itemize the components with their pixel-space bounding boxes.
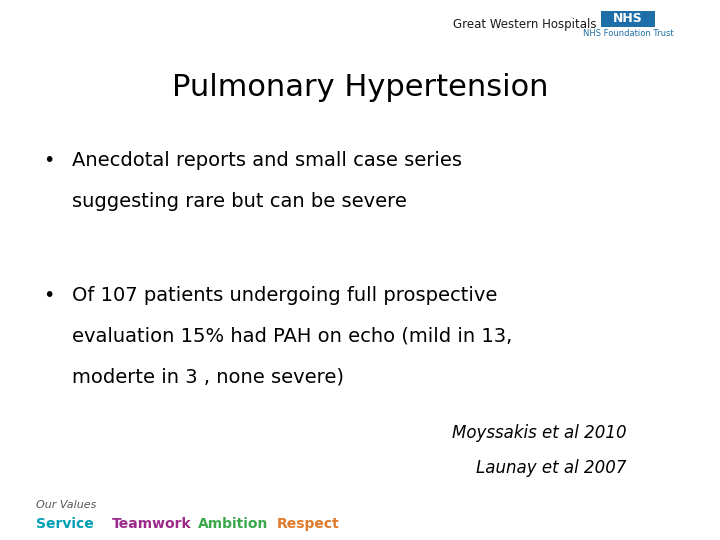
- Text: Service: Service: [36, 517, 94, 531]
- Text: Pulmonary Hypertension: Pulmonary Hypertension: [172, 73, 548, 102]
- Text: evaluation 15% had PAH on echo (mild in 13,: evaluation 15% had PAH on echo (mild in …: [72, 327, 512, 346]
- Text: Ambition: Ambition: [198, 517, 269, 531]
- Text: •: •: [43, 286, 55, 305]
- Text: NHS Foundation Trust: NHS Foundation Trust: [582, 29, 673, 38]
- Text: Our Values: Our Values: [36, 500, 96, 510]
- Text: Anecdotal reports and small case series: Anecdotal reports and small case series: [72, 151, 462, 170]
- Text: Of 107 patients undergoing full prospective: Of 107 patients undergoing full prospect…: [72, 286, 498, 305]
- Text: •: •: [43, 151, 55, 170]
- Text: moderte in 3 , none severe): moderte in 3 , none severe): [72, 367, 344, 386]
- Text: Teamwork: Teamwork: [112, 517, 192, 531]
- Text: Launay et al 2007: Launay et al 2007: [476, 459, 626, 477]
- FancyBboxPatch shape: [601, 11, 655, 27]
- Text: NHS: NHS: [613, 12, 643, 25]
- Text: suggesting rare but can be severe: suggesting rare but can be severe: [72, 192, 407, 211]
- Text: Respect: Respect: [277, 517, 340, 531]
- Text: Great Western Hospitals: Great Western Hospitals: [453, 18, 596, 31]
- Text: Moyssakis et al 2010: Moyssakis et al 2010: [451, 424, 626, 442]
